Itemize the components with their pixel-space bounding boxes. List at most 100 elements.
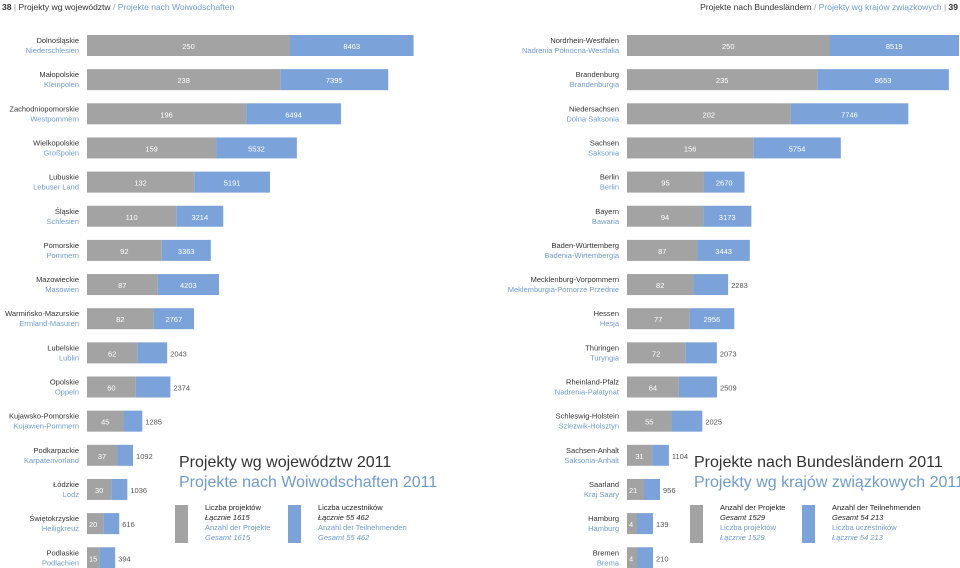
bar-participants [135, 376, 171, 398]
category-label: Baden-Württemberg [551, 241, 619, 250]
value-label-projects: 156 [684, 144, 697, 153]
bar-participants [644, 478, 661, 500]
header-title-right: Projekte nach Bundesländern [700, 2, 812, 12]
bar-projects [627, 35, 830, 56]
category-label-alt: Podlachien [42, 558, 79, 567]
legend-label: Liczba projektów [205, 503, 261, 512]
category-label-alt: Lublin [59, 353, 79, 362]
category-label-alt: Großpolen [44, 148, 79, 157]
value-label-participants: 3443 [715, 247, 732, 256]
page-number-right: 39 [948, 2, 958, 12]
category-label: Nordrhein-Westfalen [550, 36, 619, 45]
bar-projects [627, 171, 704, 193]
value-label-participants: 139 [656, 520, 669, 529]
category-label-alt: Masowien [45, 285, 79, 294]
value-label-projects: 159 [145, 144, 158, 153]
legend-total-alt: Gesamt 1615 [205, 533, 251, 542]
category-label-alt: Badenia-Wirtembergia [544, 251, 619, 260]
value-label-participants: 2670 [716, 179, 733, 188]
value-label-projects: 31 [635, 452, 643, 461]
bar-projects [627, 478, 645, 500]
value-label-projects: 202 [703, 110, 716, 119]
value-label-participants: 2025 [705, 418, 722, 427]
value-label-projects: 37 [98, 452, 106, 461]
bar-participants [137, 342, 168, 364]
bar-participants [790, 103, 909, 125]
value-label-projects: 110 [126, 213, 138, 222]
bar-projects [87, 308, 154, 330]
value-label-projects: 4 [629, 554, 633, 563]
bar-participants [153, 308, 194, 330]
legend-swatch-grey [175, 505, 188, 543]
category-label: Warmińsko-Mazurskie [5, 309, 79, 318]
bar-participants [157, 274, 220, 296]
category-label-alt: Kujawien-Pommern [14, 422, 79, 431]
bar-participants [671, 410, 703, 432]
value-label-participants: 1285 [145, 418, 162, 427]
bar-participants [123, 410, 143, 432]
legend-label-alt: Liczba uczestników [832, 523, 897, 532]
category-label-alt: Oppeln [55, 388, 79, 397]
value-label-participants: 2374 [173, 384, 190, 393]
value-label-participants: 3214 [191, 213, 208, 222]
category-label-alt: Kraj Saary [584, 490, 619, 499]
left-chart-title: Projekty wg województw 2011 [179, 454, 392, 471]
value-label-participants: 8463 [343, 42, 360, 51]
bar-participants [817, 69, 949, 91]
category-label-alt: Lodz [63, 490, 80, 499]
category-label: Podlaskie [46, 548, 79, 557]
bar-projects [627, 103, 791, 125]
bar-participants [685, 342, 717, 364]
value-label-participants: 5191 [224, 179, 241, 188]
bar-participants [753, 137, 841, 159]
category-label-alt: Bawaria [592, 217, 620, 226]
bar-projects [87, 205, 177, 227]
value-label-projects: 4 [629, 520, 633, 529]
category-label: Saarland [589, 480, 619, 489]
category-label: Sachsen [590, 138, 619, 147]
category-label-alt: Berlin [600, 183, 619, 192]
legend-label-alt: Anzahl der Projekte [205, 523, 271, 532]
page-number-left: 38 [2, 2, 12, 12]
value-label-participants: 3363 [178, 247, 195, 256]
category-label-alt: Kleinpolen [44, 80, 79, 89]
bar-projects [627, 274, 694, 296]
category-label: Mecklenburg-Vorpommern [531, 275, 619, 284]
value-label-participants: 1104 [672, 452, 688, 461]
category-label-alt: Hesja [600, 319, 620, 328]
bar-participants [689, 308, 735, 330]
value-label-participants: 2043 [170, 349, 187, 358]
value-label-participants: 4203 [180, 281, 197, 290]
bar-participants [280, 69, 389, 91]
value-label-projects: 21 [629, 486, 637, 495]
category-label: Bayern [595, 207, 619, 216]
category-label: Łódzkie [53, 480, 79, 489]
category-label-alt: Nadrenia Północna-Westfalia [522, 46, 620, 55]
value-label-projects: 87 [118, 281, 126, 290]
legend-projects-left: Liczba projektów Łącznie 1615 Anzahl der… [175, 503, 271, 543]
category-label: Rheinland-Pfalz [566, 378, 619, 387]
bar-participants [678, 376, 717, 398]
legend-total-alt: Łącznie 1529 [720, 533, 765, 542]
bar-participants [652, 444, 669, 466]
value-label-participants: 394 [118, 554, 131, 563]
bar-participants [290, 35, 414, 56]
value-label-participants: 1092 [136, 452, 153, 461]
bar-participants [194, 171, 270, 193]
category-label: Lubelskie [47, 343, 79, 352]
bar-participants [99, 547, 116, 568]
bar-participants [637, 547, 653, 568]
legend-label-alt: Liczba projektów [720, 523, 776, 532]
value-label-participants: 5754 [789, 144, 806, 153]
legend-swatch-blue [288, 505, 301, 543]
value-label-participants: 3173 [719, 213, 736, 222]
value-label-projects: 55 [645, 418, 653, 427]
value-label-participants: 7395 [326, 76, 343, 85]
category-label: Hamburg [588, 514, 619, 523]
value-label-projects: 15 [89, 554, 97, 563]
legend-swatch-blue [802, 505, 815, 543]
category-label-alt: Brandenburgia [570, 80, 620, 89]
bar-participants [829, 35, 959, 56]
value-label-participants: 8519 [886, 42, 903, 51]
